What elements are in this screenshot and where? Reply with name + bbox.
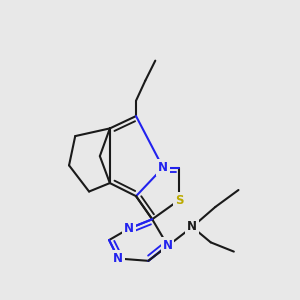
Text: N: N	[187, 220, 197, 233]
Text: N: N	[113, 252, 123, 265]
Text: S: S	[175, 194, 183, 206]
Text: N: N	[163, 239, 172, 252]
Text: N: N	[158, 161, 168, 174]
Text: N: N	[124, 222, 134, 235]
